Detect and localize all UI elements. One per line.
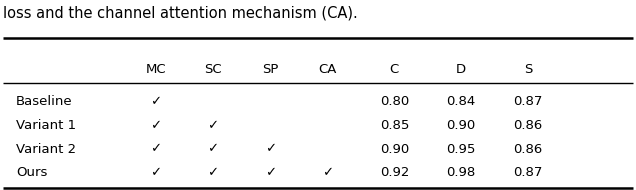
Text: 0.90: 0.90 [380,143,409,156]
Text: 0.85: 0.85 [380,119,409,132]
Text: 0.92: 0.92 [380,166,409,179]
Text: SC: SC [204,63,222,76]
Text: ✓: ✓ [150,95,162,108]
Text: Variant 2: Variant 2 [16,143,76,156]
Text: 0.98: 0.98 [446,166,476,179]
Text: 0.90: 0.90 [446,119,476,132]
Text: CA: CA [319,63,336,76]
Text: ✓: ✓ [207,119,219,132]
Text: 0.95: 0.95 [446,143,476,156]
Text: 0.86: 0.86 [513,143,543,156]
Text: 0.87: 0.87 [513,95,543,108]
Text: 0.87: 0.87 [513,166,543,179]
Text: Baseline: Baseline [16,95,73,108]
Text: ✓: ✓ [322,166,333,179]
Text: S: S [523,63,532,76]
Text: loss and the channel attention mechanism (CA).: loss and the channel attention mechanism… [3,6,358,21]
Text: ✓: ✓ [207,166,219,179]
Text: MC: MC [146,63,166,76]
Text: 0.86: 0.86 [513,119,543,132]
Text: Variant 1: Variant 1 [16,119,76,132]
Text: 0.80: 0.80 [380,95,409,108]
Text: ✓: ✓ [150,119,162,132]
Text: ✓: ✓ [150,143,162,156]
Text: ✓: ✓ [150,166,162,179]
Text: ✓: ✓ [265,143,276,156]
Text: ✓: ✓ [265,166,276,179]
Text: 0.84: 0.84 [446,95,476,108]
Text: D: D [456,63,466,76]
Text: SP: SP [262,63,279,76]
Text: C: C [390,63,399,76]
Text: Ours: Ours [16,166,47,179]
Text: ✓: ✓ [207,143,219,156]
